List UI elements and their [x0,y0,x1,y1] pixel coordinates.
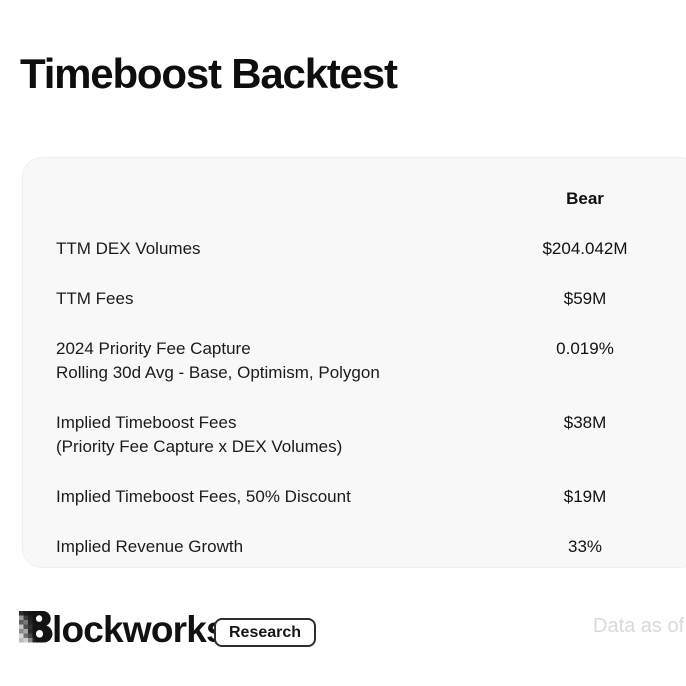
table-row: 2024 Priority Fee Capture Rolling 30d Av… [56,324,685,398]
table-header-row: Bear [56,174,685,224]
brand-wordmark: lockworks [52,609,226,648]
table-row: Implied Timeboost Fees, 50% Discount $19… [56,472,685,522]
backtest-table-card: Bear TTM DEX Volumes $204.042M TTM Fees … [22,157,686,568]
row-value: $204.042M [542,239,628,258]
blockworks-logo-graphic: lockworks [19,609,227,648]
row-label: Implied Revenue Growth [56,537,244,556]
pixel-b-icon [19,611,53,643]
row-label: Implied Timeboost Fees, 50% Discount [56,487,351,506]
page-title: Timeboost Backtest [20,50,398,97]
research-badge: Research [214,618,317,647]
table-row: Implied Revenue Growth 33% [56,522,685,567]
row-value: $19M [563,487,607,506]
column-header-bear: Bear [566,189,604,208]
row-value: 33% [567,537,603,556]
table-row: TTM DEX Volumes $204.042M [56,224,685,274]
data-as-of-watermark: Data as of [593,615,685,637]
table-row: Implied Timeboost Fees (Priority Fee Cap… [56,398,685,472]
row-label: TTM Fees [56,289,134,308]
row-label: Implied Timeboost Fees [56,413,237,432]
row-value: $59M [563,289,607,308]
row-sublabel: (Priority Fee Capture x DEX Volumes) [56,437,343,456]
table-row: TTM Fees $59M [56,274,685,324]
row-value: $38M [563,413,607,432]
row-label: TTM DEX Volumes [56,239,201,258]
blockworks-logo: lockworks [19,606,229,648]
row-sublabel: Rolling 30d Avg - Base, Optimism, Polygo… [56,363,380,382]
row-label: 2024 Priority Fee Capture [56,339,251,358]
row-value: 0.019% [556,339,614,358]
